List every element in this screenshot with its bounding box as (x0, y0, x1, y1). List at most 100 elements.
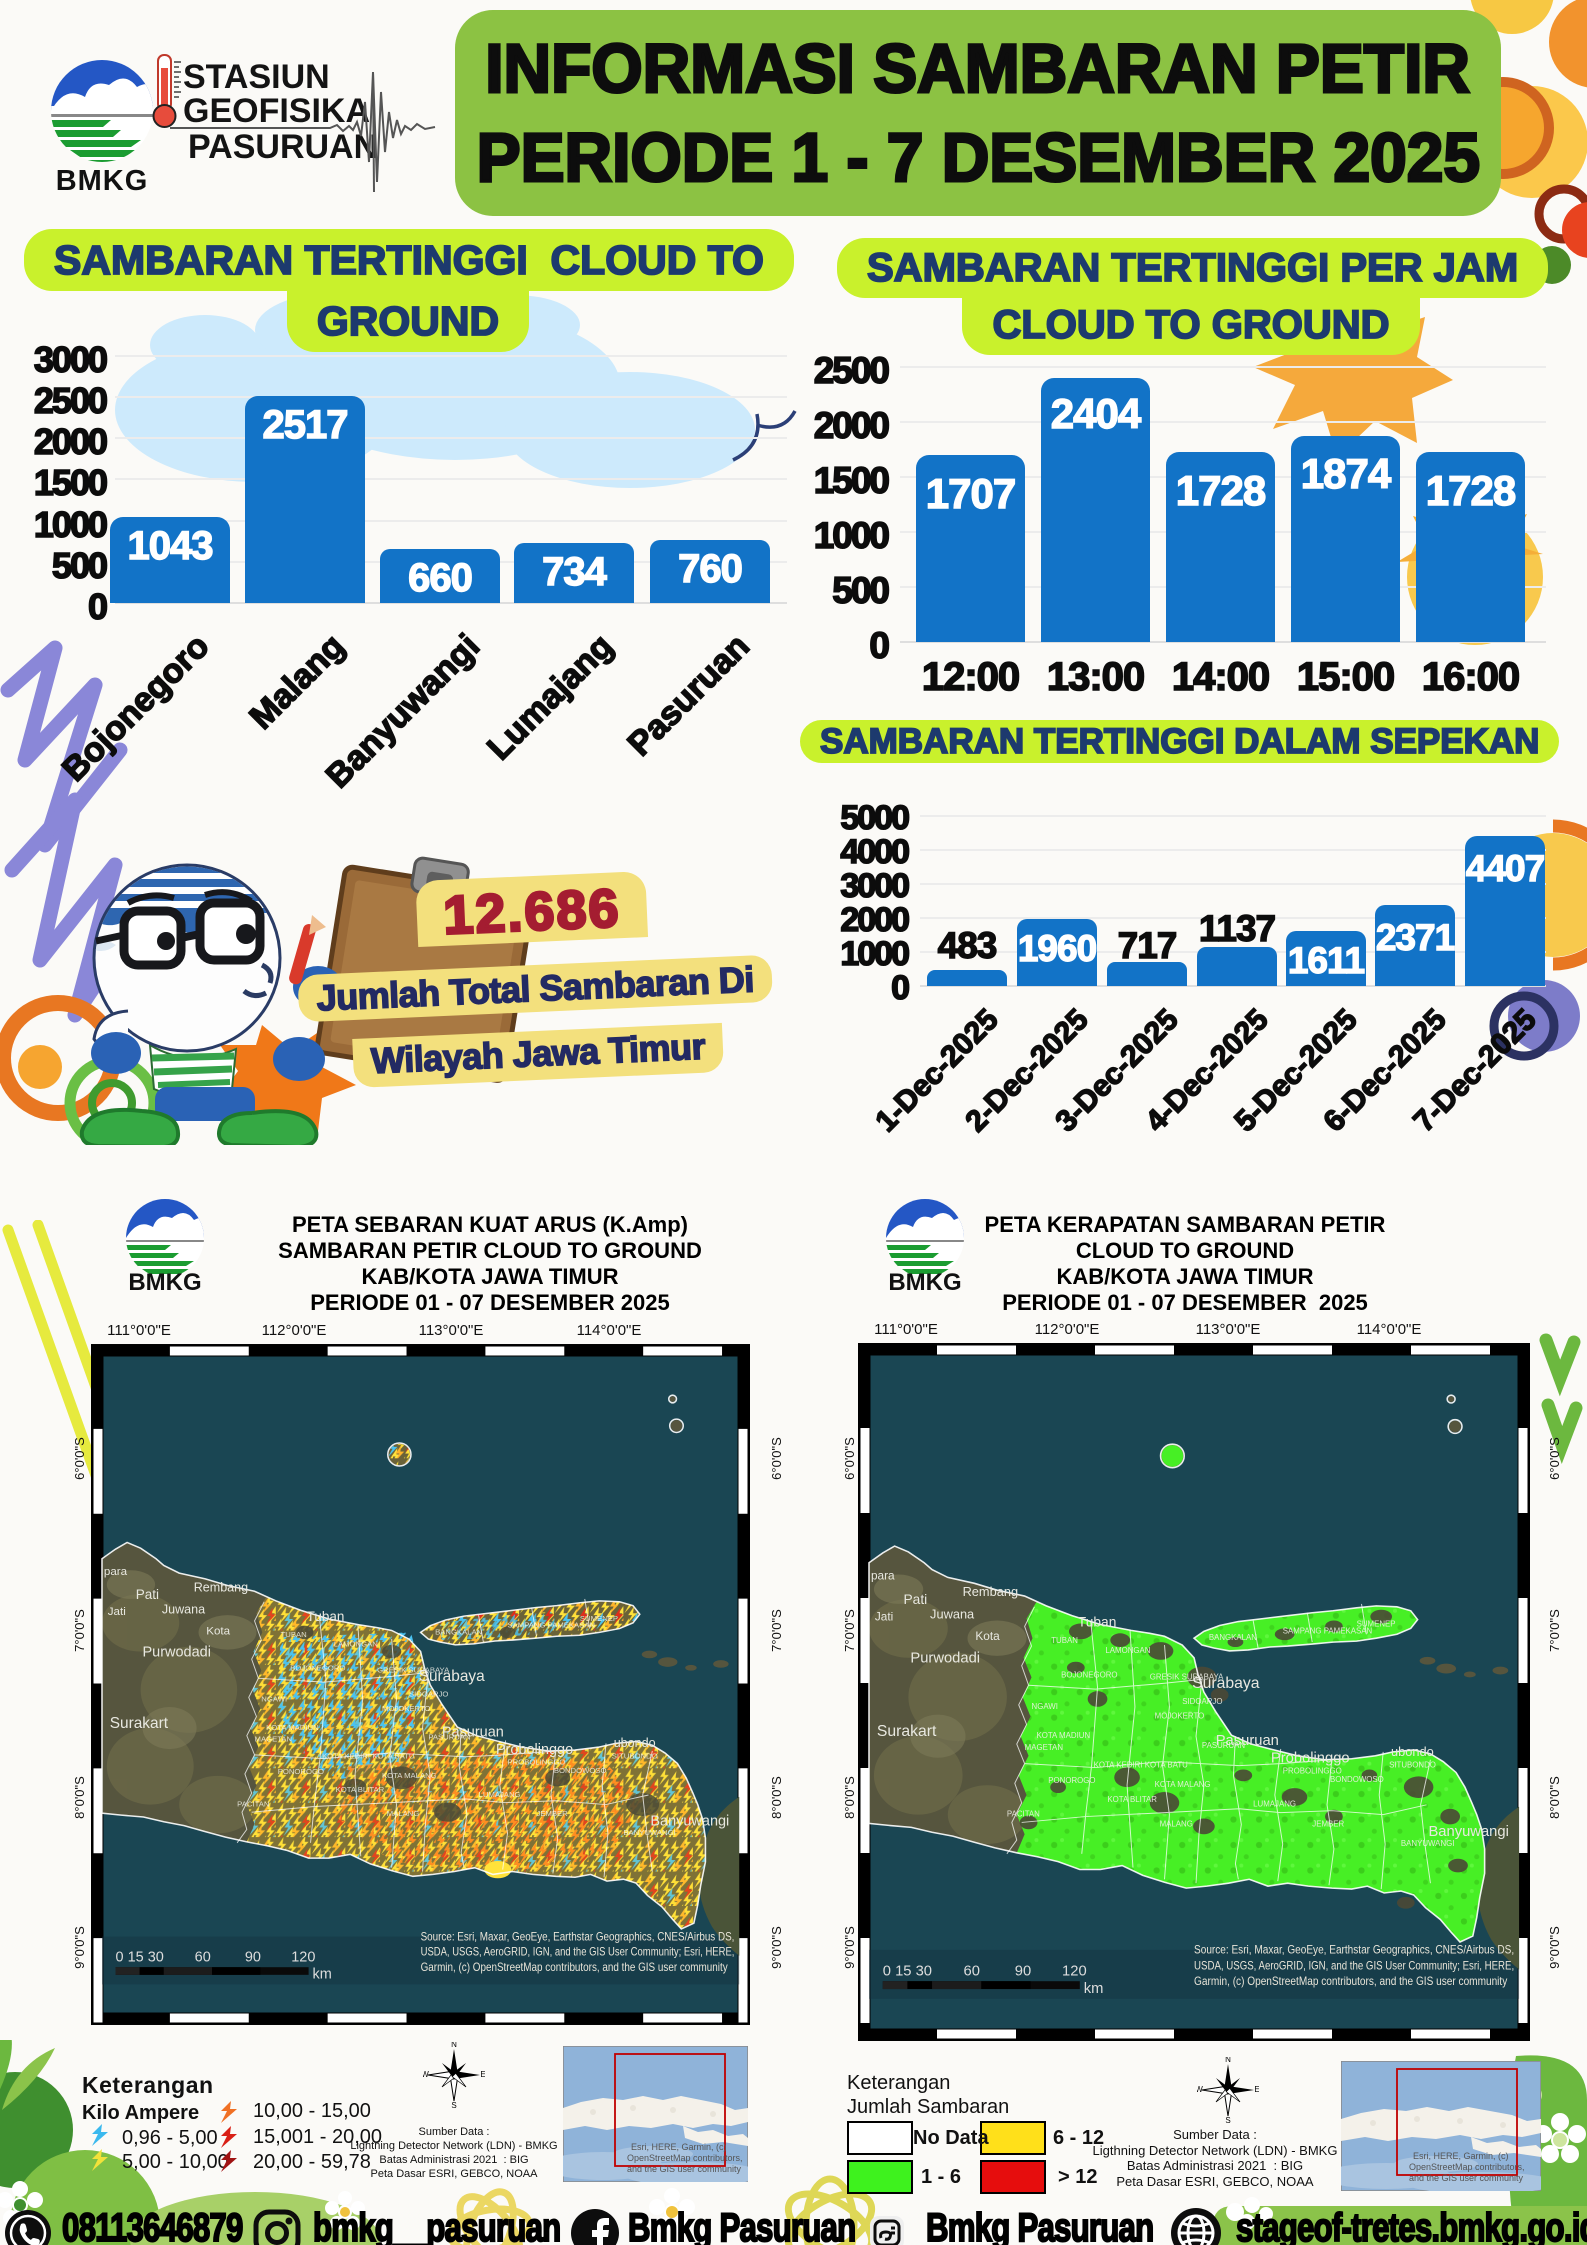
svg-text:Surabaya: Surabaya (419, 1668, 486, 1685)
svg-text:Banyuwangi: Banyuwangi (1428, 1824, 1508, 1840)
svg-text:and the GIS user community: and the GIS user community (1409, 2173, 1524, 2183)
svg-text:KOTA MADIUN: KOTA MADIUN (1036, 1731, 1090, 1740)
svg-text:Garmin, (c) OpenStreetMap cont: Garmin, (c) OpenStreetMap contributors, … (421, 1960, 728, 1974)
svg-text:KOTA BLITAR: KOTA BLITAR (1107, 1795, 1157, 1804)
svg-text:GRESIK SURABAYA: GRESIK SURABAYA (1150, 1672, 1224, 1681)
svg-text:N: N (451, 2042, 457, 2049)
svg-text:MOJOKERTO: MOJOKERTO (382, 1704, 431, 1713)
svg-text:PONOROGO: PONOROGO (1048, 1776, 1095, 1785)
svg-text:BANGKALAN: BANGKALAN (1209, 1633, 1257, 1642)
svg-text:LAMONGAN: LAMONGAN (334, 1640, 378, 1649)
svg-text:Rembang: Rembang (963, 1584, 1019, 1599)
svg-text:OpenStreetMap contributors,: OpenStreetMap contributors, (627, 2153, 743, 2163)
svg-text:Surakart: Surakart (877, 1723, 937, 1740)
svg-text:LUMAJANG: LUMAJANG (1253, 1800, 1296, 1809)
svg-text:W: W (1197, 2085, 1203, 2094)
svg-text:BANYUWANGI: BANYUWANGI (623, 1828, 675, 1837)
svg-text:Surabaya: Surabaya (1192, 1675, 1260, 1692)
svg-text:Banyuwangi: Banyuwangi (650, 1814, 729, 1830)
svg-text:W: W (423, 2070, 429, 2079)
svg-text:N: N (1225, 2057, 1231, 2064)
svg-text:Tuban: Tuban (1078, 1614, 1117, 1629)
svg-text:60: 60 (964, 1963, 980, 1979)
svg-text:KOTA MALANG: KOTA MALANG (1155, 1780, 1211, 1789)
svg-text:E: E (1254, 2085, 1259, 2094)
svg-text:60: 60 (195, 1950, 211, 1966)
svg-text:BOJONEGORO: BOJONEGORO (1061, 1670, 1117, 1679)
svg-text:USDA, USGS, AeroGRID, IGN, and: USDA, USGS, AeroGRID, IGN, and the GIS U… (1194, 1958, 1514, 1972)
svg-text:Rembang: Rembang (194, 1580, 248, 1594)
svg-text:Esri, HERE, Garmin, (c): Esri, HERE, Garmin, (c) (1413, 2151, 1509, 2161)
svg-text:KOTA MADIUN: KOTA MADIUN (266, 1723, 319, 1732)
svg-text:Purwodadi: Purwodadi (910, 1651, 980, 1667)
svg-text:Probolinggo: Probolinggo (1271, 1751, 1350, 1767)
svg-text:SIDOARJO: SIDOARJO (1182, 1697, 1222, 1706)
svg-text:JEMBER: JEMBER (1312, 1819, 1344, 1828)
svg-text:BOJONEGORO: BOJONEGORO (290, 1664, 345, 1673)
svg-text:OpenStreetMap contributors,: OpenStreetMap contributors, (1409, 2162, 1525, 2172)
svg-text:Pati: Pati (136, 1587, 159, 1602)
svg-text:Kota: Kota (975, 1630, 1000, 1643)
svg-text:TUBAN: TUBAN (281, 1630, 307, 1639)
svg-text:90: 90 (245, 1950, 261, 1966)
svg-text:NGAWI: NGAWI (261, 1694, 287, 1703)
svg-text:MAGETAN: MAGETAN (1025, 1743, 1064, 1752)
svg-text:90: 90 (1015, 1963, 1031, 1979)
svg-text:km: km (1084, 1981, 1104, 1997)
svg-text:Surakart: Surakart (110, 1715, 169, 1732)
svg-text:km: km (312, 1967, 331, 1983)
svg-text:S: S (1225, 2116, 1230, 2123)
svg-text:LAMONGAN: LAMONGAN (1105, 1646, 1150, 1655)
svg-text:Probolinggo: Probolinggo (496, 1742, 573, 1758)
svg-text:SITUBONDO: SITUBONDO (1389, 1761, 1436, 1770)
svg-text:Juwana: Juwana (930, 1607, 975, 1622)
svg-text:KOTA BATU: KOTA BATU (1145, 1761, 1188, 1770)
svg-text:MALANG: MALANG (387, 1809, 420, 1818)
svg-text:SUMENEP: SUMENEP (1357, 1619, 1396, 1628)
svg-text:SITUBONDO: SITUBONDO (612, 1752, 658, 1761)
svg-text:SIDOARJO: SIDOARJO (409, 1690, 448, 1699)
svg-text:Esri, HERE, Garmin, (c): Esri, HERE, Garmin, (c) (631, 2142, 727, 2152)
svg-text:para: para (104, 1566, 128, 1578)
svg-text:GEOFISIKA: GEOFISIKA (183, 92, 370, 130)
svg-text:Jati: Jati (108, 1606, 126, 1618)
svg-text:SAMPANG PAMEKASAN: SAMPANG PAMEKASAN (508, 1621, 596, 1630)
svg-text:120: 120 (1062, 1963, 1087, 1979)
svg-text:Purwodadi: Purwodadi (143, 1644, 211, 1660)
svg-text:PASURUAN: PASURUAN (188, 128, 378, 166)
svg-text:BONDOWOSO: BONDOWOSO (1330, 1775, 1384, 1784)
svg-text:BANGKALAN: BANGKALAN (435, 1627, 482, 1636)
svg-text:LUMAJANG: LUMAJANG (479, 1790, 521, 1799)
svg-text:and the GIS user community: and the GIS user community (627, 2164, 742, 2174)
svg-text:PASURUAN: PASURUAN (428, 1733, 470, 1742)
svg-text:USDA, USGS, AeroGRID, IGN, and: USDA, USGS, AeroGRID, IGN, and the GIS U… (421, 1945, 735, 1959)
svg-text:Source: Esri, Maxar, GeoEye, E: Source: Esri, Maxar, GeoEye, Earthstar G… (1194, 1943, 1514, 1957)
svg-text:STASIUN: STASIUN (183, 58, 330, 96)
svg-text:ubondo: ubondo (1391, 1744, 1434, 1759)
svg-text:120: 120 (291, 1950, 315, 1966)
svg-text:ubondo: ubondo (614, 1736, 656, 1750)
svg-text:MALANG: MALANG (1160, 1819, 1193, 1828)
svg-text:BMKG: BMKG (56, 165, 149, 197)
svg-text:Pasuruan: Pasuruan (1216, 1733, 1279, 1749)
svg-text:BONDOWOSO: BONDOWOSO (554, 1766, 607, 1775)
svg-text:KOTA MALANG: KOTA MALANG (382, 1771, 437, 1780)
svg-text:0 15 30: 0 15 30 (116, 1950, 164, 1966)
svg-text:PACITAN: PACITAN (237, 1800, 269, 1809)
svg-text:Kota: Kota (206, 1625, 230, 1637)
svg-text:KOTA BATU: KOTA BATU (372, 1752, 414, 1761)
svg-text:PROBOLINGGO: PROBOLINGGO (508, 1757, 566, 1766)
svg-text:PACITAN: PACITAN (1007, 1810, 1040, 1819)
svg-text:Jati: Jati (875, 1611, 893, 1624)
svg-text:Source: Esri, Maxar, GeoEye, E: Source: Esri, Maxar, GeoEye, Earthstar G… (421, 1929, 735, 1943)
svg-text:PROBOLINGGO: PROBOLINGGO (1283, 1766, 1342, 1775)
svg-text:KOTA KEDIRI: KOTA KEDIRI (1094, 1761, 1143, 1770)
svg-text:Tuban: Tuban (307, 1609, 345, 1624)
svg-text:GRESIK SURABAYA: GRESIK SURABAYA (377, 1666, 450, 1675)
svg-text:KOTA BLITAR: KOTA BLITAR (336, 1785, 385, 1794)
svg-text:Garmin, (c) OpenStreetMap cont: Garmin, (c) OpenStreetMap contributors, … (1194, 1974, 1508, 1988)
svg-text:para: para (871, 1569, 895, 1582)
svg-text:SUMENEP: SUMENEP (580, 1614, 618, 1623)
svg-text:MOJOKERTO: MOJOKERTO (1155, 1712, 1205, 1721)
svg-text:NGAWI: NGAWI (1032, 1702, 1058, 1711)
